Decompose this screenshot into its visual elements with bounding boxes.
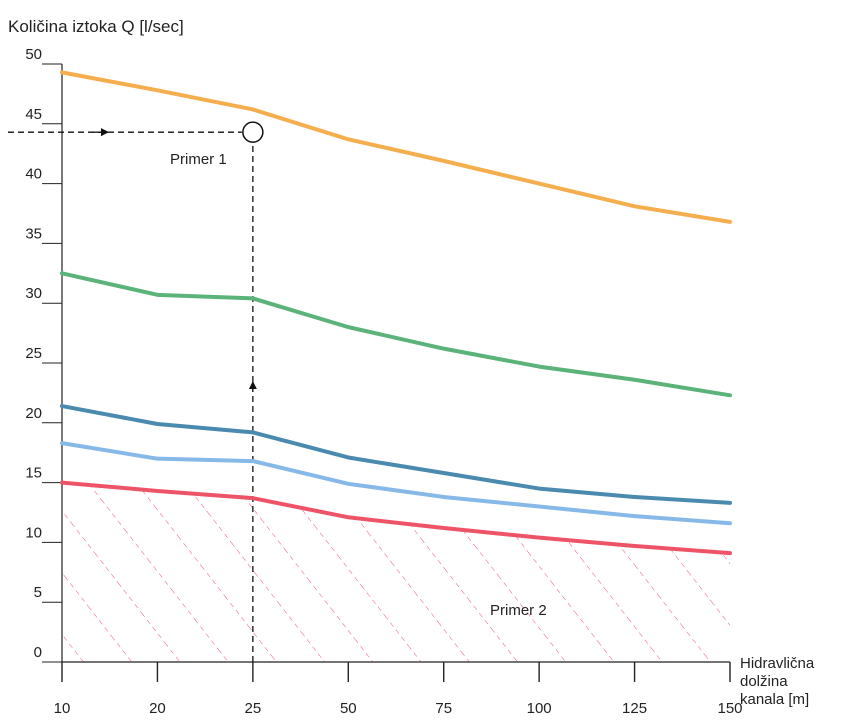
hatched-region <box>62 482 730 662</box>
y-tick-label: 50 <box>25 46 42 63</box>
x-tick-label: 50 <box>340 700 357 717</box>
y-tick-label: 45 <box>25 106 42 123</box>
x-tick-label: 100 <box>527 700 552 717</box>
x-tick-label: 75 <box>435 700 452 717</box>
y-tick-label: 30 <box>25 285 42 302</box>
x-tick-label: 150 <box>717 700 742 717</box>
series-line <box>60 480 732 556</box>
series-line <box>60 404 732 505</box>
y-tick-label: 10 <box>25 524 42 541</box>
axes: 0 5 10 15 20 25 30 35 40 45 50 10 20 25 50 75 100 125 150 <box>25 46 742 717</box>
y-tick-label: 15 <box>25 465 42 482</box>
y-tick-label: 20 <box>25 405 42 422</box>
x-tick-label: 20 <box>149 700 166 717</box>
hatch-fill-area <box>62 482 730 662</box>
x-tick-label: 25 <box>245 700 262 717</box>
x-axis-title-line-2: dolžina <box>740 673 788 690</box>
y-tick-label: 5 <box>34 584 42 601</box>
series-lines <box>60 70 732 556</box>
x-axis-title: Hidravlična dolžina kanala [m] <box>740 655 845 709</box>
y-tick-label: 35 <box>25 225 42 242</box>
series-line <box>60 271 732 398</box>
x-axis-title-line-3: kanala [m] <box>740 691 810 708</box>
annotation-labels: Primer 1 Primer 2 <box>170 151 547 619</box>
y-tick-label: 0 <box>34 644 42 661</box>
y-tick-label: 25 <box>25 345 42 362</box>
series-line <box>60 70 732 224</box>
lookup-point-circle <box>242 121 264 143</box>
series-line <box>60 441 732 526</box>
x-tick-label: 125 <box>622 700 647 717</box>
y-axis-title: Količina iztoka Q [l/sec] <box>8 17 184 36</box>
x-tick-label: 10 <box>54 700 71 717</box>
y-tick-label: 40 <box>25 166 42 183</box>
annotation-primer-2: Primer 2 <box>490 602 547 619</box>
annotation-primer-1: Primer 1 <box>170 151 227 168</box>
guide-lines <box>8 121 264 662</box>
x-axis-title-line-1: Hidravlična <box>740 655 815 672</box>
